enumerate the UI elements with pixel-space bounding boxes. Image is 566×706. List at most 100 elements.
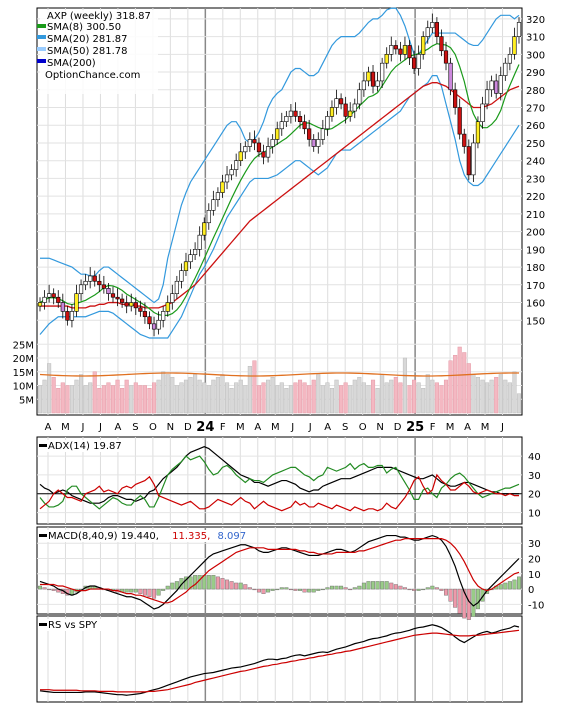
x-tick-label: A: [324, 422, 331, 433]
macd-histogram-bar: [389, 582, 394, 590]
x-tick-label: N: [376, 422, 383, 433]
adx-tick-label: 10: [528, 509, 541, 520]
x-tick-label: M: [236, 422, 245, 433]
adx-tick-label: 30: [528, 471, 541, 482]
x-tick-label: 24: [196, 420, 214, 435]
candle-body: [179, 270, 184, 282]
candle-body: [466, 146, 471, 176]
candle-body: [411, 57, 417, 69]
legend-sma50: SMA(50) 281.78: [47, 46, 128, 57]
price-tick-label: 300: [526, 50, 545, 61]
candle-body: [37, 302, 43, 307]
macd-histogram-bar: [498, 584, 503, 590]
price-tick-label: 290: [526, 68, 545, 79]
volume-bar: [384, 382, 389, 414]
adx-tick-label: 20: [528, 490, 541, 501]
x-tick-label: J: [80, 422, 84, 433]
candle-body: [161, 311, 166, 321]
volume-bar: [69, 385, 74, 414]
macd-histogram-bar: [270, 588, 275, 591]
sma50-line: [40, 82, 520, 309]
macd-histogram-bar: [448, 588, 453, 602]
rs-title: RS vs SPY: [48, 620, 98, 631]
volume-bar: [133, 382, 138, 414]
price-tick-label: 250: [526, 139, 545, 150]
macd-histogram-bar: [229, 581, 234, 590]
candle-body: [206, 210, 211, 224]
macd-histogram-bar: [503, 582, 508, 590]
macd-line-1: [40, 538, 520, 604]
volume-bar: [416, 382, 421, 414]
rs-legend: RS vs SPY: [39, 619, 106, 631]
x-tick-label: A: [115, 422, 122, 433]
volume-bar: [101, 385, 106, 414]
legend-swatch-2: [37, 47, 46, 51]
macd-histogram-bar: [357, 585, 362, 590]
price-tick-label: 170: [526, 281, 545, 292]
candle-body: [238, 151, 243, 162]
x-tick-label: J: [98, 422, 102, 433]
volume-bar: [357, 377, 362, 414]
x-tick-label: J: [290, 422, 294, 433]
macd-histogram-bar: [352, 587, 357, 590]
candle-body: [370, 71, 376, 87]
macd-panel: [36, 526, 523, 615]
volume-bar: [288, 385, 293, 414]
volume-bar: [252, 360, 257, 414]
x-tick-label: F: [220, 422, 226, 433]
volume-bar: [211, 379, 216, 414]
volume-bar: [516, 393, 522, 414]
price-tick-label: 230: [526, 174, 545, 185]
macd-histogram-bar: [339, 585, 344, 590]
candle-body: [512, 36, 517, 55]
macd-histogram-bar: [38, 585, 43, 590]
macd-histogram-bar: [361, 582, 366, 590]
macd-histogram-bar: [238, 582, 243, 590]
macd-histogram-bar: [371, 581, 376, 590]
macd-histogram-bar: [434, 587, 439, 590]
volume-bar: [343, 382, 348, 414]
candle-body: [334, 98, 339, 108]
price-tick-label: 220: [526, 192, 545, 203]
adx-tick-label: 40: [528, 452, 541, 463]
candle-body: [47, 293, 52, 298]
candle-body: [165, 302, 170, 312]
macd-histogram-bar: [42, 587, 47, 590]
macd-histogram-bar: [366, 581, 371, 590]
volume-bar: [320, 385, 325, 414]
x-tick-label: J: [308, 422, 312, 433]
candle-body: [120, 298, 125, 303]
adx-line-1: [39, 455, 520, 510]
candle-body: [65, 311, 70, 321]
macd-histogram-bar: [234, 582, 239, 590]
candle-body: [489, 80, 494, 91]
candle-body: [229, 169, 234, 176]
candle-body: [265, 146, 271, 158]
volume-bar: [307, 385, 312, 414]
volume-bar: [471, 374, 476, 414]
macd-histogram-bar: [279, 587, 284, 590]
candle-body: [434, 22, 439, 37]
macd-histogram-bar: [517, 576, 522, 590]
macd-histogram-bar: [252, 588, 257, 591]
candle-body: [375, 80, 380, 87]
candle-body: [484, 89, 490, 105]
candle-body: [503, 62, 508, 76]
volume-bar: [202, 382, 207, 414]
x-tick-label: D: [184, 422, 192, 433]
candle-body: [78, 284, 84, 294]
legend-sma8: SMA(8) 300.50: [47, 22, 121, 33]
macd-tick-label: 0: [528, 585, 534, 596]
volume-bar: [398, 382, 403, 414]
macd-label-main: MACD(8,40,9) 19.440,: [48, 531, 159, 542]
volume-bar: [270, 377, 275, 414]
candle-body: [74, 293, 79, 312]
macd-histogram-bar: [425, 587, 430, 590]
candle-body: [188, 254, 193, 263]
volume-bar: [129, 385, 134, 414]
macd-tick-label: 30: [528, 539, 541, 550]
candle-body: [220, 181, 225, 193]
candle-body: [475, 121, 481, 144]
volume-bar: [457, 346, 462, 414]
legend-swatch-3: [37, 59, 46, 63]
